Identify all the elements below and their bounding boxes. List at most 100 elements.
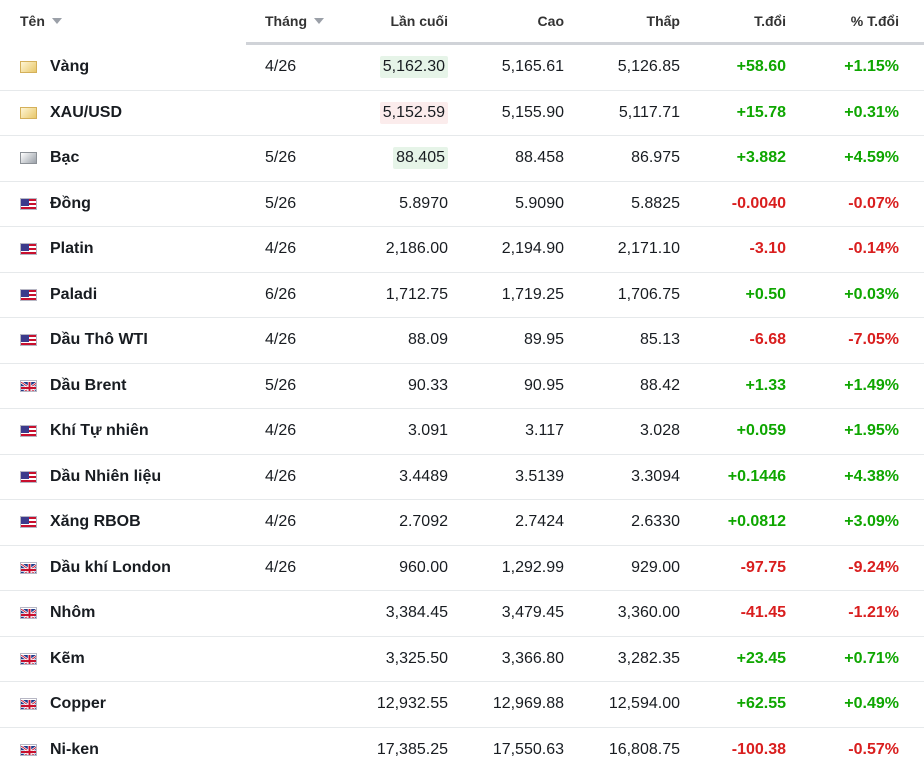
change-percent-cell: +0.71% [800, 637, 899, 682]
commodity-name-link[interactable]: Platin [50, 240, 94, 258]
commodity-name-link-cell[interactable]: Kẽm [50, 637, 250, 682]
change-percent: -0.07% [848, 194, 899, 212]
commodity-name-link[interactable]: Kẽm [50, 649, 85, 667]
commodity-name-link-cell[interactable]: XAU/USD [50, 91, 250, 136]
row-icon-cell [20, 227, 39, 272]
table-row[interactable]: XAU/USD 5,152.59 5,155.90 5,117.71 +15.78 +0.… [0, 91, 924, 136]
table-row[interactable]: Paladi 6/26 1,712.75 1,719.25 1,706.75 +0.50 +… [0, 273, 924, 318]
column-header-month-label: Tháng [265, 13, 307, 29]
last-price-cell: 3,384.45 [340, 591, 448, 636]
row-icon-cell [20, 136, 39, 181]
row-icon-cell [20, 45, 39, 90]
change-percent: -1.21% [848, 604, 899, 622]
table-row[interactable]: Dầu Brent 5/26 90.33 90.95 88.42 +1.33 +1.49% [0, 364, 924, 409]
column-header-change[interactable]: T.đổi [690, 0, 786, 42]
column-header-month[interactable]: Tháng [265, 0, 345, 42]
commodity-name-link-cell[interactable]: Nhôm [50, 591, 250, 636]
table-row[interactable]: Dầu Nhiên liệu 4/26 3.4489 3.5139 3.3094 +0.1… [0, 455, 924, 500]
us-flag-icon [20, 425, 37, 438]
commodity-name-link[interactable]: Khí Tự nhiên [50, 422, 149, 440]
commodity-name-link-cell[interactable]: Đồng [50, 182, 250, 227]
last-price: 2,186.00 [385, 240, 448, 258]
table-row[interactable]: Xăng RBOB 4/26 2.7092 2.7424 2.6330 +0.0812 +3… [0, 500, 924, 546]
commodity-name-link[interactable]: Nhôm [50, 604, 96, 622]
commodity-name-link-cell[interactable]: Vàng [50, 45, 250, 90]
table-row[interactable]: Kẽm 3,325.50 3,366.80 3,282.35 +23.45 +0.71% [0, 637, 924, 682]
high-price: 1,292.99 [501, 558, 564, 576]
table-row[interactable]: Vàng 4/26 5,162.30 5,165.61 5,126.85 +58.60 +1… [0, 45, 924, 91]
high-price-cell: 1,292.99 [460, 546, 564, 591]
commodity-name-link-cell[interactable]: Copper [50, 682, 250, 727]
low-price-cell: 85.13 [580, 318, 680, 363]
change-value-cell: -3.10 [690, 227, 786, 272]
change-percent-cell: +0.31% [800, 91, 899, 136]
low-price: 86.975 [631, 149, 680, 167]
column-header-change-pct[interactable]: % T.đổi [800, 0, 899, 42]
low-price-cell: 5.8825 [580, 182, 680, 227]
column-header-high[interactable]: Cao [460, 0, 564, 42]
low-price: 88.42 [639, 376, 680, 394]
last-price: 12,932.55 [376, 695, 448, 713]
commodity-name-link[interactable]: Ni-ken [50, 741, 99, 759]
commodity-name-link[interactable]: Vàng [50, 58, 90, 76]
change-value-cell: -6.68 [690, 318, 786, 363]
column-header-name[interactable]: Tên [20, 0, 240, 42]
table-row[interactable]: Bạc 5/26 88.405 88.458 86.975 +3.882 +4.59% [0, 136, 924, 182]
commodity-name-link[interactable]: Dầu khí London [50, 558, 171, 576]
low-price: 12,594.00 [608, 695, 680, 713]
column-header-change-label: T.đổi [754, 13, 786, 29]
last-price-cell: 88.405 [340, 136, 448, 181]
table-row[interactable]: Nhôm 3,384.45 3,479.45 3,360.00 -41.45 -1.21% [0, 591, 924, 637]
column-header-last[interactable]: Lần cuối [340, 0, 448, 42]
commodity-name-link[interactable]: Dầu Nhiên liệu [50, 467, 162, 485]
commodity-name-link-cell[interactable]: Paladi [50, 273, 250, 318]
contract-month: 5/26 [265, 194, 297, 212]
contract-month: 4/26 [265, 331, 297, 349]
change-percent: -9.24% [848, 558, 899, 576]
commodity-name-link-cell[interactable]: Xăng RBOB [50, 500, 250, 545]
table-row[interactable]: Dầu khí London 4/26 960.00 1,292.99 929.00 -9… [0, 546, 924, 591]
commodity-name-link[interactable]: Dầu Thô WTI [50, 331, 148, 349]
table-row[interactable]: Ni-ken 17,385.25 17,550.63 16,808.75 -100.38… [0, 728, 924, 773]
commodity-name-link[interactable]: Bạc [50, 149, 80, 167]
last-price: 5.8970 [399, 194, 448, 212]
row-icon-cell [20, 182, 39, 227]
high-price: 3,366.80 [501, 649, 564, 667]
table-row[interactable]: Copper 12,932.55 12,969.88 12,594.00 +62.55 +… [0, 682, 924, 728]
row-icon-cell [20, 637, 39, 682]
column-header-low[interactable]: Thấp [580, 0, 680, 42]
change-value-cell: -100.38 [690, 728, 786, 773]
row-icon-cell [20, 591, 39, 636]
change-value: +0.059 [736, 422, 786, 440]
change-value-cell: +23.45 [690, 637, 786, 682]
commodity-name-link-cell[interactable]: Khí Tự nhiên [50, 409, 250, 454]
commodity-name-link[interactable]: Xăng RBOB [50, 513, 141, 531]
last-price: 3.4489 [399, 467, 448, 485]
commodity-name-link[interactable]: Dầu Brent [50, 376, 127, 394]
table-row[interactable]: Platin 4/26 2,186.00 2,194.90 2,171.10 -3.10 -… [0, 227, 924, 273]
low-price-cell: 5,117.71 [580, 91, 680, 136]
commodity-name-link-cell[interactable]: Bạc [50, 136, 250, 181]
commodity-name-link-cell[interactable]: Ni-ken [50, 728, 250, 773]
high-price-cell: 3,366.80 [460, 637, 564, 682]
change-percent: +0.31% [844, 103, 899, 121]
commodity-name-link[interactable]: Đồng [50, 194, 91, 212]
change-value: -6.68 [749, 331, 786, 349]
commodity-name-link-cell[interactable]: Dầu Nhiên liệu [50, 455, 250, 500]
table-row[interactable]: Khí Tự nhiên 4/26 3.091 3.117 3.028 +0.059 +1.… [0, 409, 924, 455]
commodity-name-link-cell[interactable]: Platin [50, 227, 250, 272]
commodity-name-link[interactable]: Copper [50, 695, 106, 713]
commodity-name-link[interactable]: Paladi [50, 285, 98, 303]
gold-bar-icon [20, 106, 37, 119]
table-row[interactable]: Đồng 5/26 5.8970 5.9090 5.8825 -0.0040 -0.07% [0, 182, 924, 227]
change-value-cell: +0.0812 [690, 500, 786, 545]
table-row[interactable]: Dầu Thô WTI 4/26 88.09 89.95 85.13 -6.68 -7.05… [0, 318, 924, 364]
high-price: 3.5139 [515, 467, 564, 485]
last-price-cell: 960.00 [340, 546, 448, 591]
high-price: 3,479.45 [501, 604, 564, 622]
change-percent: +1.49% [844, 376, 899, 394]
commodity-name-link-cell[interactable]: Dầu Brent [50, 364, 250, 409]
commodity-name-link[interactable]: XAU/USD [50, 103, 123, 121]
commodity-name-link-cell[interactable]: Dầu Thô WTI [50, 318, 250, 363]
commodity-name-link-cell[interactable]: Dầu khí London [50, 546, 250, 591]
